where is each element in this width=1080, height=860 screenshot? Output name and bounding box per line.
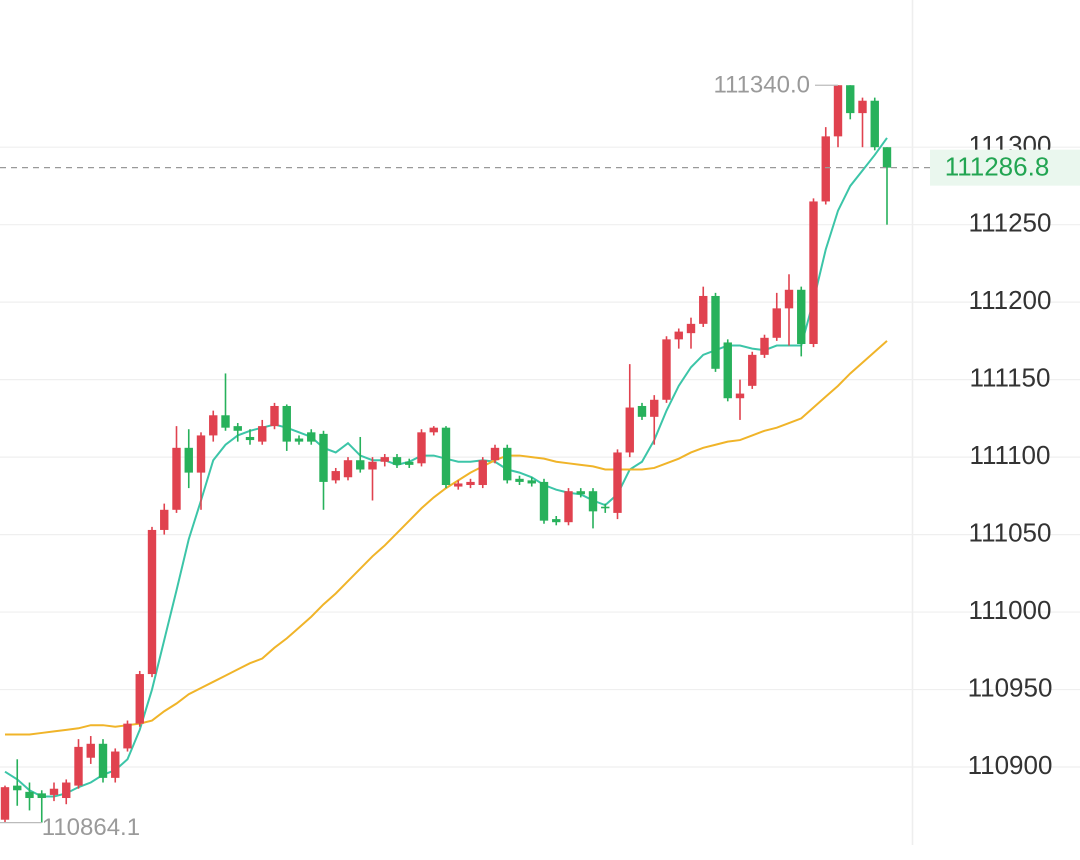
candles bbox=[0, 85, 892, 823]
candle-body bbox=[233, 426, 242, 431]
candle-body bbox=[478, 460, 487, 486]
candle-body bbox=[123, 723, 132, 749]
candle-body bbox=[74, 746, 83, 786]
candle-body bbox=[454, 483, 463, 487]
candle-body bbox=[356, 460, 365, 470]
overlay: 111286.8 111340.0 110864.1 bbox=[0, 72, 1080, 841]
candle-body bbox=[380, 457, 389, 462]
candle-body bbox=[294, 438, 304, 442]
last-price-badge bbox=[930, 149, 1080, 186]
candle-body bbox=[25, 791, 34, 799]
candle-body bbox=[258, 426, 267, 442]
x-tick-label: 14:00 bbox=[230, 855, 295, 860]
candle-body bbox=[833, 85, 843, 137]
ma-line bbox=[5, 340, 888, 736]
candle-body bbox=[760, 337, 769, 355]
candle-body bbox=[0, 787, 10, 820]
y-tick-label: 110950 bbox=[968, 672, 1053, 702]
candle-body bbox=[539, 481, 549, 521]
candle-body bbox=[846, 85, 855, 114]
candle-body bbox=[441, 427, 451, 486]
candle-body bbox=[270, 405, 279, 427]
candle-body bbox=[650, 399, 659, 417]
candle-body bbox=[552, 519, 561, 523]
y-tick-label: 111000 bbox=[969, 595, 1052, 625]
candle-body bbox=[37, 793, 46, 799]
candle-body bbox=[417, 432, 426, 464]
candle-body bbox=[515, 478, 524, 482]
candle-body bbox=[13, 785, 22, 791]
candle-body bbox=[588, 491, 598, 512]
candle-body bbox=[392, 457, 402, 465]
candle-body bbox=[662, 339, 671, 400]
y-tick-label: 111200 bbox=[969, 285, 1052, 315]
candle-body bbox=[576, 491, 585, 495]
candle-body bbox=[98, 743, 108, 778]
candle-body bbox=[62, 782, 71, 799]
candle-body bbox=[111, 751, 120, 778]
candle-body bbox=[221, 415, 230, 428]
candle-body bbox=[307, 432, 316, 442]
candle-body bbox=[637, 405, 647, 417]
candle-body bbox=[882, 147, 892, 168]
candle-body bbox=[343, 460, 353, 478]
candle-body bbox=[160, 509, 169, 530]
candle-body bbox=[601, 506, 610, 509]
candle-body bbox=[503, 447, 512, 481]
candle-body bbox=[429, 427, 438, 433]
candle-body bbox=[184, 447, 193, 473]
grid: 110900 110950 111000 111050 111100 111150 1112… bbox=[0, 130, 1080, 860]
candle-body bbox=[368, 461, 377, 470]
low-label: 110864.1 bbox=[42, 814, 140, 841]
y-tick-label: 110900 bbox=[968, 750, 1053, 780]
candle-body bbox=[86, 743, 95, 758]
candle-body bbox=[613, 452, 622, 513]
candle-body bbox=[49, 788, 59, 795]
y-tick-label: 111050 bbox=[969, 517, 1052, 547]
candle-body bbox=[245, 436, 255, 441]
candle-body bbox=[858, 100, 867, 114]
candle-body bbox=[772, 308, 781, 338]
candle-body bbox=[196, 435, 206, 473]
candle-body bbox=[147, 529, 157, 675]
candle-body bbox=[466, 481, 475, 486]
candle-body bbox=[723, 342, 732, 399]
candle-body bbox=[809, 201, 818, 344]
y-tick-label: 111250 bbox=[969, 208, 1052, 238]
candle-body bbox=[674, 331, 683, 340]
x-tick-label: 15:00 bbox=[597, 855, 662, 860]
candle-body bbox=[527, 480, 536, 484]
last-price-label: 111286.8 bbox=[945, 152, 1050, 182]
candle-body bbox=[209, 415, 218, 436]
candle-body bbox=[319, 433, 328, 482]
candle-body bbox=[564, 491, 573, 523]
candle-body bbox=[405, 461, 414, 465]
candle-body bbox=[625, 407, 634, 453]
candle-body bbox=[699, 295, 708, 324]
candle-body bbox=[490, 447, 500, 461]
candle-body bbox=[686, 323, 696, 334]
candle-body bbox=[784, 289, 794, 309]
high-label: 111340.0 bbox=[713, 72, 810, 99]
candle-body bbox=[870, 100, 879, 148]
y-tick-label: 111100 bbox=[970, 440, 1051, 470]
candle-body bbox=[797, 289, 806, 344]
candle-body bbox=[711, 295, 720, 369]
candle-body bbox=[821, 136, 830, 202]
candle-body bbox=[135, 674, 144, 724]
candle-body bbox=[282, 405, 291, 442]
candle-body bbox=[735, 393, 745, 399]
y-tick-label: 111150 bbox=[970, 363, 1051, 393]
candle-body bbox=[331, 471, 340, 481]
candle-body bbox=[172, 447, 181, 510]
candle-body bbox=[748, 354, 757, 386]
